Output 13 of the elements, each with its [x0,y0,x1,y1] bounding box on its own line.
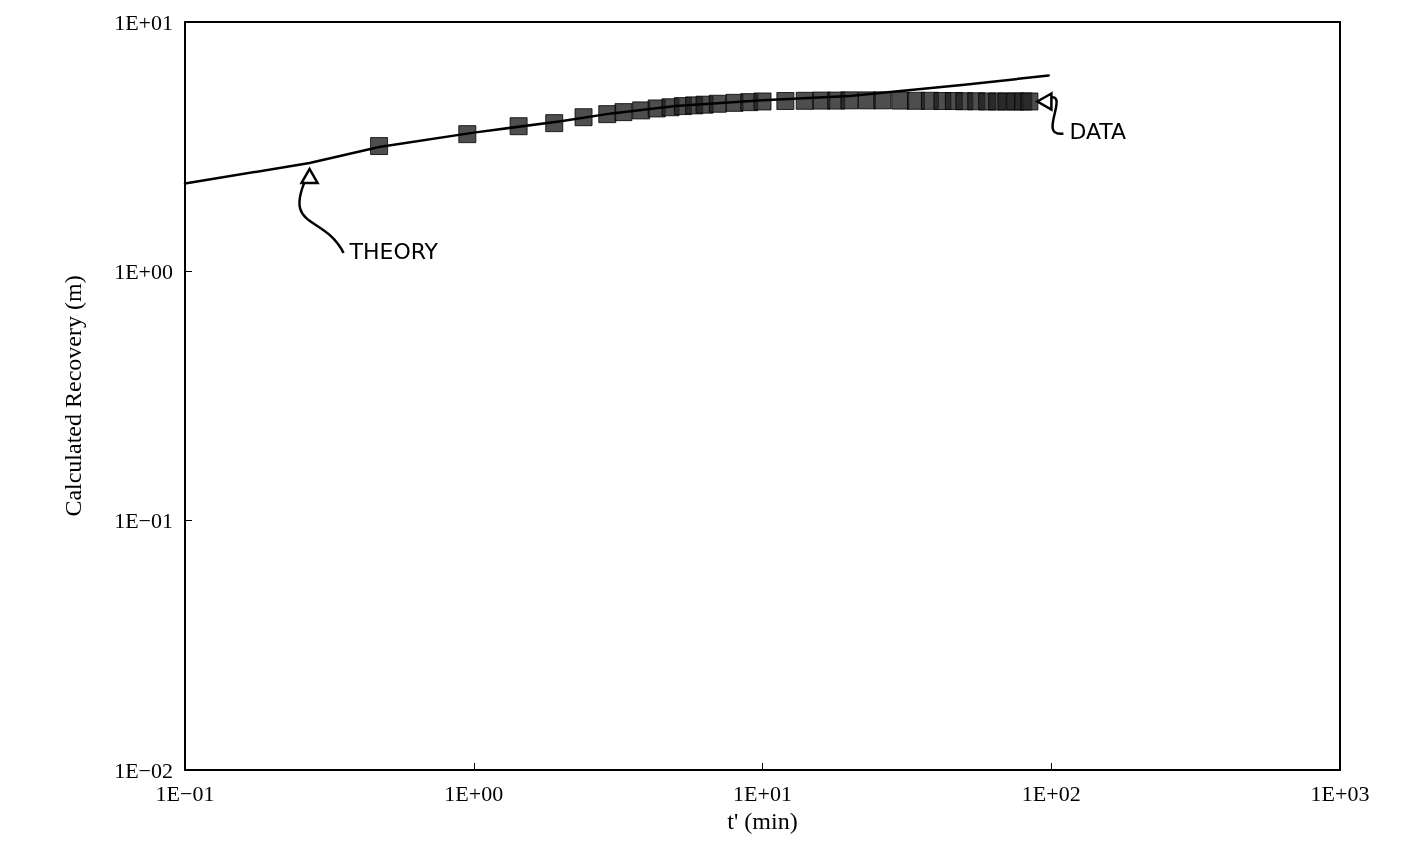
x-tick-label: 1E+03 [1310,780,1370,806]
y-tick-label: 1E−02 [114,757,173,783]
x-tick-label: 1E+01 [733,780,792,806]
x-axis-title: t' (min) [727,807,798,834]
y-tick-label: 1E−01 [114,508,173,534]
y-axis-title: Calculated Recovery (m) [60,275,86,517]
annotation: THEORY [349,238,439,264]
y-tick-label: 1E+01 [114,9,173,35]
y-tick-label: 1E+00 [114,258,173,284]
x-tick-label: 1E−01 [155,780,215,806]
annotation: DATA [1069,119,1127,145]
x-tick-label: 1E+00 [444,780,504,806]
x-tick-label: 1E+02 [1021,780,1081,806]
